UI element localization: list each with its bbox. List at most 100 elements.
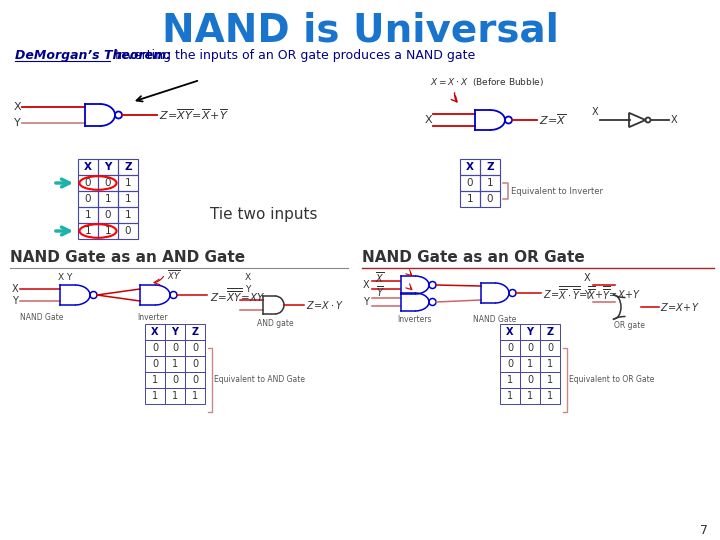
- Bar: [98, 159, 118, 175]
- Text: X: X: [12, 284, 19, 294]
- Bar: [480, 175, 500, 191]
- Bar: [118, 207, 138, 223]
- Text: 1: 1: [104, 226, 112, 236]
- Text: Y: Y: [104, 162, 112, 172]
- Text: Z: Z: [486, 162, 494, 172]
- Text: Z: Z: [124, 162, 132, 172]
- Text: 0: 0: [527, 375, 533, 385]
- Bar: [185, 388, 205, 404]
- Text: NAND Gate as an AND Gate: NAND Gate as an AND Gate: [10, 251, 245, 266]
- Text: 1: 1: [547, 359, 553, 369]
- Bar: [520, 372, 540, 388]
- Text: 0: 0: [104, 178, 112, 188]
- Text: X: X: [670, 115, 677, 125]
- Text: 1: 1: [192, 391, 198, 401]
- Bar: [165, 356, 185, 372]
- Text: 0: 0: [152, 359, 158, 369]
- Text: $\overline{Y}$: $\overline{Y}$: [376, 285, 384, 299]
- Text: X: X: [245, 273, 251, 282]
- Text: 1: 1: [487, 178, 493, 188]
- Bar: [500, 388, 520, 404]
- Text: 1: 1: [527, 359, 533, 369]
- Text: 0: 0: [547, 343, 553, 353]
- Text: 0: 0: [172, 375, 178, 385]
- Bar: [165, 372, 185, 388]
- Text: 1: 1: [152, 391, 158, 401]
- Text: 1: 1: [467, 194, 473, 204]
- Text: DeMorgan’s Theorem:: DeMorgan’s Theorem:: [15, 49, 171, 62]
- Bar: [165, 388, 185, 404]
- Text: 0: 0: [85, 194, 91, 204]
- Bar: [460, 191, 480, 207]
- Bar: [145, 324, 165, 340]
- Bar: [145, 372, 165, 388]
- Bar: [540, 340, 560, 356]
- Bar: [165, 324, 185, 340]
- Text: X: X: [84, 162, 92, 172]
- Text: $Z\!=\!\overline{\overline{XY}}\!=\!XY$: $Z\!=\!\overline{\overline{XY}}\!=\!XY$: [210, 286, 266, 303]
- Bar: [460, 175, 480, 191]
- Text: Inverters: Inverters: [397, 315, 432, 325]
- Text: Y: Y: [584, 290, 590, 300]
- Text: Y: Y: [12, 296, 18, 306]
- Bar: [540, 388, 560, 404]
- Text: NAND Gate: NAND Gate: [473, 315, 517, 325]
- Text: Z: Z: [192, 327, 199, 337]
- Bar: [118, 175, 138, 191]
- Text: 1: 1: [172, 391, 178, 401]
- Bar: [78, 191, 98, 207]
- Bar: [165, 340, 185, 356]
- Text: 1: 1: [507, 391, 513, 401]
- Text: Inverter: Inverter: [137, 314, 167, 322]
- Text: X: X: [425, 115, 433, 125]
- Bar: [118, 159, 138, 175]
- Text: 1: 1: [85, 210, 91, 220]
- Text: AND gate: AND gate: [257, 319, 293, 327]
- Bar: [540, 356, 560, 372]
- Bar: [185, 340, 205, 356]
- Text: Z: Z: [546, 327, 554, 337]
- Bar: [145, 340, 165, 356]
- Text: $\overline{X}$: $\overline{X}$: [375, 271, 384, 286]
- Text: Y: Y: [171, 327, 179, 337]
- Text: $Z\!=\!\overline{\overline{X}\cdot\overline{Y}}\!=\!\overline{\overline{X}}\!+\!: $Z\!=\!\overline{\overline{X}\cdot\overl…: [543, 284, 642, 302]
- Bar: [98, 191, 118, 207]
- Text: 0: 0: [507, 343, 513, 353]
- Text: 0: 0: [125, 226, 131, 236]
- Bar: [520, 388, 540, 404]
- Text: $Z\!=\!\overline{X}$: $Z\!=\!\overline{X}$: [539, 113, 567, 127]
- Text: Y: Y: [526, 327, 534, 337]
- Text: 1: 1: [85, 226, 91, 236]
- Text: NAND Gate as an OR Gate: NAND Gate as an OR Gate: [362, 251, 585, 266]
- Bar: [78, 159, 98, 175]
- Text: 0: 0: [507, 359, 513, 369]
- Bar: [78, 223, 98, 239]
- Bar: [78, 175, 98, 191]
- Bar: [540, 324, 560, 340]
- Text: X: X: [151, 327, 158, 337]
- Bar: [500, 356, 520, 372]
- Bar: [460, 159, 480, 175]
- Text: Equivalent to Inverter: Equivalent to Inverter: [511, 186, 603, 195]
- Text: Inverting the inputs of an OR gate produces a NAND gate: Inverting the inputs of an OR gate produ…: [111, 49, 475, 62]
- Text: 1: 1: [547, 391, 553, 401]
- Text: X: X: [363, 280, 369, 290]
- Bar: [540, 372, 560, 388]
- Bar: [520, 356, 540, 372]
- Text: X: X: [466, 162, 474, 172]
- Text: 0: 0: [192, 343, 198, 353]
- Bar: [185, 356, 205, 372]
- Text: 0: 0: [85, 178, 91, 188]
- Text: X: X: [14, 102, 22, 112]
- Text: Equivalent to AND Gate: Equivalent to AND Gate: [214, 375, 305, 384]
- Text: Y: Y: [14, 118, 21, 128]
- Bar: [500, 340, 520, 356]
- Bar: [145, 388, 165, 404]
- Text: $Z\!=\!X\!+\!Y$: $Z\!=\!X\!+\!Y$: [660, 301, 701, 313]
- Text: 1: 1: [125, 178, 131, 188]
- Bar: [98, 207, 118, 223]
- Text: Y: Y: [246, 286, 251, 294]
- Bar: [98, 175, 118, 191]
- Text: 1: 1: [547, 375, 553, 385]
- Text: 0: 0: [104, 210, 112, 220]
